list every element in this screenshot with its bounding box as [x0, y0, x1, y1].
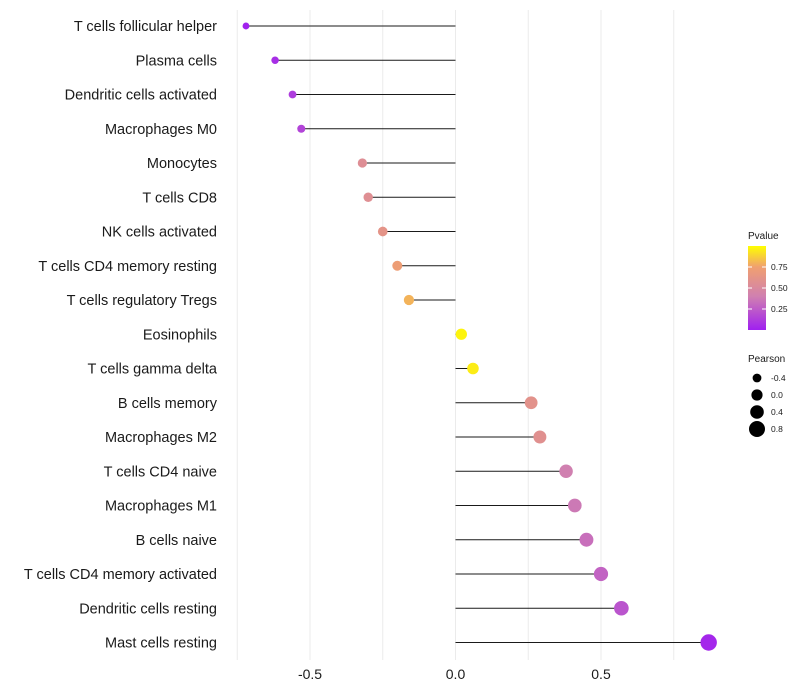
x-tick-label: -0.5 [298, 666, 322, 682]
category-label: B cells memory [118, 396, 218, 412]
lollipop-point [567, 498, 582, 513]
category-label: Macrophages M1 [105, 499, 217, 515]
x-tick-label: 0.5 [591, 666, 611, 682]
lollipop-point [700, 634, 717, 651]
lollipop-point [593, 566, 609, 582]
lollipop-point [614, 600, 629, 616]
pearson-legend-dot [752, 373, 762, 383]
category-label: B cells naive [136, 533, 217, 549]
pvalue-tick-label: 0.25 [771, 304, 788, 314]
category-labels: T cells follicular helper Plasma cells Den… [24, 19, 218, 652]
category-label: T cells CD4 memory activated [24, 567, 217, 583]
category-label: T cells CD8 [142, 190, 217, 206]
pvalue-legend: Pvalue 0.75 0.50 0.25 [748, 231, 788, 330]
pearson-legend-label: 0.0 [771, 390, 783, 400]
point-layer [242, 22, 717, 651]
category-label: T cells follicular helper [74, 19, 217, 35]
lollipop-point [297, 124, 306, 133]
lollipop-point [377, 226, 388, 237]
pearson-legend-label: 0.8 [771, 424, 783, 434]
category-label: T cells CD4 memory resting [38, 259, 217, 275]
pvalue-tick-label: 0.50 [771, 283, 788, 293]
lollipop-point [288, 90, 297, 99]
lollipop-point [271, 56, 279, 64]
pvalue-colorbar [748, 246, 766, 330]
pearson-legend: Pearson -0.4 0.0 0.4 0.8 [748, 354, 786, 437]
category-label: Macrophages M0 [105, 122, 217, 138]
lollipop-point [524, 396, 538, 410]
category-label: Eosinophils [143, 327, 217, 343]
lollipop-point [403, 294, 415, 306]
lollipop-point [533, 430, 547, 444]
lollipop-point [579, 532, 594, 547]
lollipop-point [455, 328, 467, 340]
pearson-legend-dot [751, 389, 763, 401]
category-label: Macrophages M2 [105, 430, 217, 446]
pvalue-legend-title: Pvalue [748, 231, 779, 242]
category-label: T cells gamma delta [88, 362, 218, 378]
pearson-legend-title: Pearson [748, 354, 785, 365]
lollipop-point [357, 158, 368, 168]
pearson-legend-dot [750, 405, 764, 419]
stem-layer [245, 25, 709, 643]
category-label: T cells CD4 naive [104, 464, 217, 480]
pearson-legend-label: 0.4 [771, 407, 783, 417]
pvalue-tick-label: 0.75 [771, 262, 788, 272]
category-label: Mast cells resting [105, 636, 217, 652]
category-label: T cells regulatory Tregs [67, 293, 217, 309]
grid-layer [236, 10, 675, 660]
pearson-legend-label: -0.4 [771, 373, 786, 383]
category-label: Dendritic cells activated [65, 88, 217, 104]
lollipop-point [559, 464, 573, 478]
lollipop-point [392, 260, 403, 271]
x-axis-ticks: -0.5 0.0 0.5 [298, 666, 611, 682]
lollipop-point [467, 362, 479, 375]
category-label: NK cells activated [102, 225, 217, 241]
category-label: Plasma cells [136, 53, 217, 69]
lollipop-point [363, 192, 373, 202]
lollipop-point [242, 22, 250, 30]
category-label: Monocytes [147, 156, 217, 172]
x-tick-label: 0.0 [446, 666, 466, 682]
category-label: Dendritic cells resting [79, 601, 217, 617]
pearson-legend-dot [749, 421, 765, 437]
